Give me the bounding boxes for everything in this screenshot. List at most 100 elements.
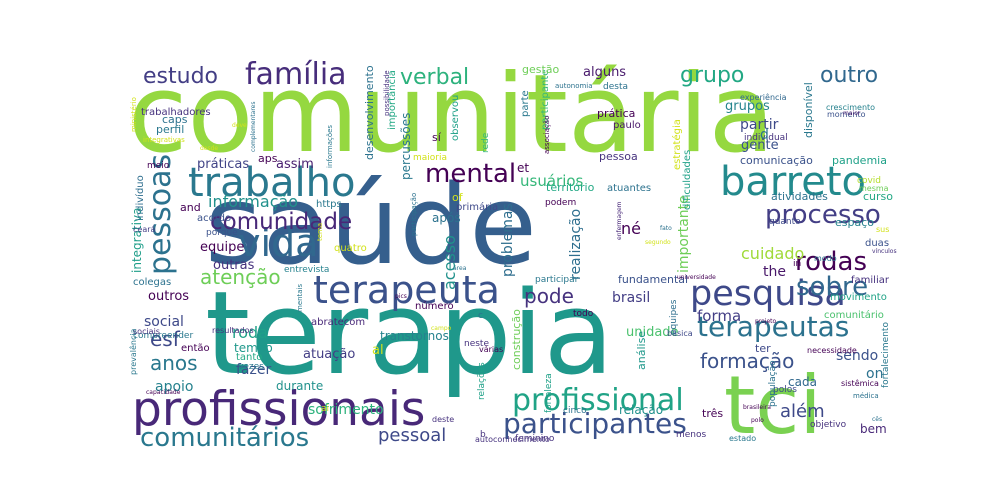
- word-associação: associação: [543, 116, 551, 154]
- word-práticas: práticas: [197, 157, 249, 172]
- word-and: and: [180, 201, 201, 214]
- word-integrativas: integrativas: [143, 136, 185, 144]
- word-observou: observou: [450, 95, 461, 141]
- word-autonomia: autonomia: [555, 82, 593, 90]
- word-https: https: [316, 199, 342, 210]
- word-trabalho: trabalho: [188, 160, 355, 206]
- word-primária: primária: [456, 201, 498, 213]
- word-usuários: usuários: [520, 172, 584, 190]
- word-estudo: estudo: [143, 64, 218, 89]
- word-durante: durante: [276, 379, 323, 393]
- word-podem: podem: [545, 198, 576, 208]
- word-autoconhecimento: autoconhecimento: [475, 435, 550, 444]
- word-forma: forma: [697, 307, 741, 325]
- word-brasileira: brasileira: [743, 404, 771, 411]
- word-tempo: tempo: [234, 341, 273, 355]
- word-on: on: [866, 366, 883, 382]
- word-vínculos: vínculos: [872, 248, 897, 255]
- word-unidade: unidade: [626, 325, 679, 340]
- word-paulo: paulo: [613, 120, 641, 131]
- word-rodas: rodas: [795, 247, 867, 277]
- word-construção: construção: [510, 309, 523, 370]
- word-quanto: quanto: [769, 217, 801, 227]
- word-saúde: saúde: [205, 161, 537, 289]
- word-disponível: disponível: [802, 82, 815, 138]
- word-quatro: quatro: [334, 243, 367, 254]
- word-desenvolvimento: desenvolvimento: [363, 65, 376, 160]
- word-trabalhadores: trabalhadores: [141, 107, 211, 118]
- word-al: al: [372, 343, 384, 358]
- word-crescimento: crescimento: [826, 103, 875, 112]
- word-cês: cês: [872, 416, 882, 423]
- word-cinco: cinco: [563, 406, 587, 416]
- word-b: b: [480, 430, 486, 440]
- word-terapia: terapia: [205, 267, 614, 401]
- word-problemas: problemas: [500, 203, 516, 277]
- word-número: número: [415, 300, 454, 312]
- word-acesso: acesso: [440, 235, 459, 290]
- word-pessoal: pessoal: [378, 425, 446, 446]
- word-assim: assim: [276, 157, 314, 172]
- word-sociais: sociais: [133, 327, 160, 336]
- word-bem: bem: [860, 422, 887, 436]
- word-polo: polo: [751, 417, 764, 424]
- word-médica: médica: [853, 392, 879, 400]
- word-realização: realização: [568, 209, 584, 280]
- word-roda: roda: [232, 323, 268, 342]
- word-mental: mental: [425, 159, 516, 189]
- word-importante: importante: [676, 195, 692, 273]
- word-cuidado: cuidado: [741, 244, 804, 263]
- word-cada: cada: [788, 375, 817, 389]
- word-comunidade: comunidade: [210, 209, 352, 235]
- word-complementares: complementares: [250, 101, 257, 152]
- word-pessoas: pessoas: [143, 154, 178, 275]
- word-todo: todo: [573, 309, 594, 319]
- word-fortalecimento: fortalecimento: [881, 322, 891, 388]
- word-et: et: [517, 161, 529, 175]
- word-alguns: alguns: [583, 65, 626, 80]
- word-polos: polos: [773, 385, 797, 395]
- word-deve: deve: [232, 122, 247, 129]
- word-acordo: acordo: [197, 213, 231, 224]
- word-território: território: [546, 181, 595, 194]
- word-tema: tema: [316, 223, 324, 241]
- word-caps: caps: [162, 113, 188, 126]
- word-parte: parte: [520, 90, 531, 117]
- word-área: área: [453, 265, 467, 272]
- word-sistêmica: sistêmica: [841, 378, 879, 388]
- word-fortaleza: fortaleza: [544, 373, 554, 413]
- word-após: após: [432, 211, 461, 225]
- word-grupo: grupo: [680, 63, 744, 88]
- word-equipes: equipes: [669, 299, 679, 335]
- word-comunitários: comunitários: [140, 423, 309, 453]
- word-familiar: familiar: [851, 275, 890, 286]
- word-transtornos: transtornos: [380, 329, 449, 343]
- word-outros: outros: [148, 289, 189, 304]
- word-ceará: ceará: [133, 225, 156, 234]
- word-universidade: universidade: [677, 274, 716, 281]
- word-população: população: [768, 360, 778, 407]
- word-compreender: compreender: [133, 331, 193, 341]
- word-comunitária: comunitária: [128, 52, 775, 177]
- word-vida: vida: [238, 221, 318, 265]
- word-então: então: [181, 343, 210, 354]
- word-relações: relações: [477, 362, 487, 400]
- word-estratégia: estratégia: [671, 119, 683, 170]
- word-partir: partir: [740, 117, 779, 133]
- word-perfil: perfil: [156, 123, 184, 136]
- word-objetivo: objetivo: [810, 420, 847, 430]
- word-terapeutas: terapeutas: [697, 310, 849, 343]
- word-comunitário: comunitário: [824, 309, 884, 321]
- word-grupos: grupos: [725, 99, 770, 114]
- word-terapeuta: terapeuta: [313, 268, 500, 312]
- word-outras: outras: [213, 258, 255, 273]
- word-capacidade: capacidade: [146, 389, 181, 396]
- word-mesma: mesma: [859, 184, 889, 193]
- word-prática: prática: [597, 107, 635, 120]
- word-maioria: maioria: [413, 153, 447, 163]
- word-apoio: apoio: [155, 379, 194, 395]
- word-processo: processo: [765, 200, 881, 230]
- word-individual: individual: [744, 133, 788, 143]
